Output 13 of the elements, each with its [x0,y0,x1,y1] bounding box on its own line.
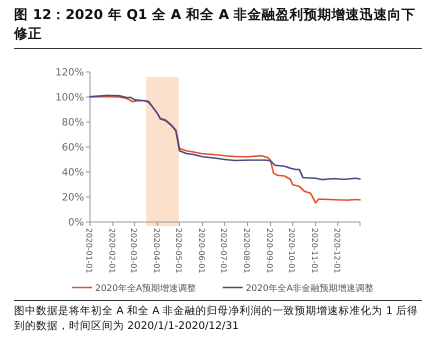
y-tick-label: 0% [68,218,84,228]
chart-title: 图 12：2020 年 Q1 全 A 和全 A 非金融盈利预期增速迅速向下修正 [14,6,417,44]
line-series [89,94,361,180]
legend-label: 2020年全A预期增速调整 [95,283,196,294]
y-tick-label: 100% [55,92,84,104]
y-tick-label: 60% [62,142,84,154]
line-series [89,96,361,204]
y-tick-label: 120% [55,68,84,78]
text: 图中数据是将年初全 A 和全 A 非金融的归母净利润的一致预期增速标准化为 1 后得到的数据，时间区间为 2020/1/1-2020/12/31 [14,304,420,334]
y-tick-label: 40% [62,168,84,178]
y-tick-label: 20% [62,192,84,204]
y-tick-label: 80% [62,118,84,128]
legend-label: 2020年全A非金融预期增速调整 [246,283,374,294]
